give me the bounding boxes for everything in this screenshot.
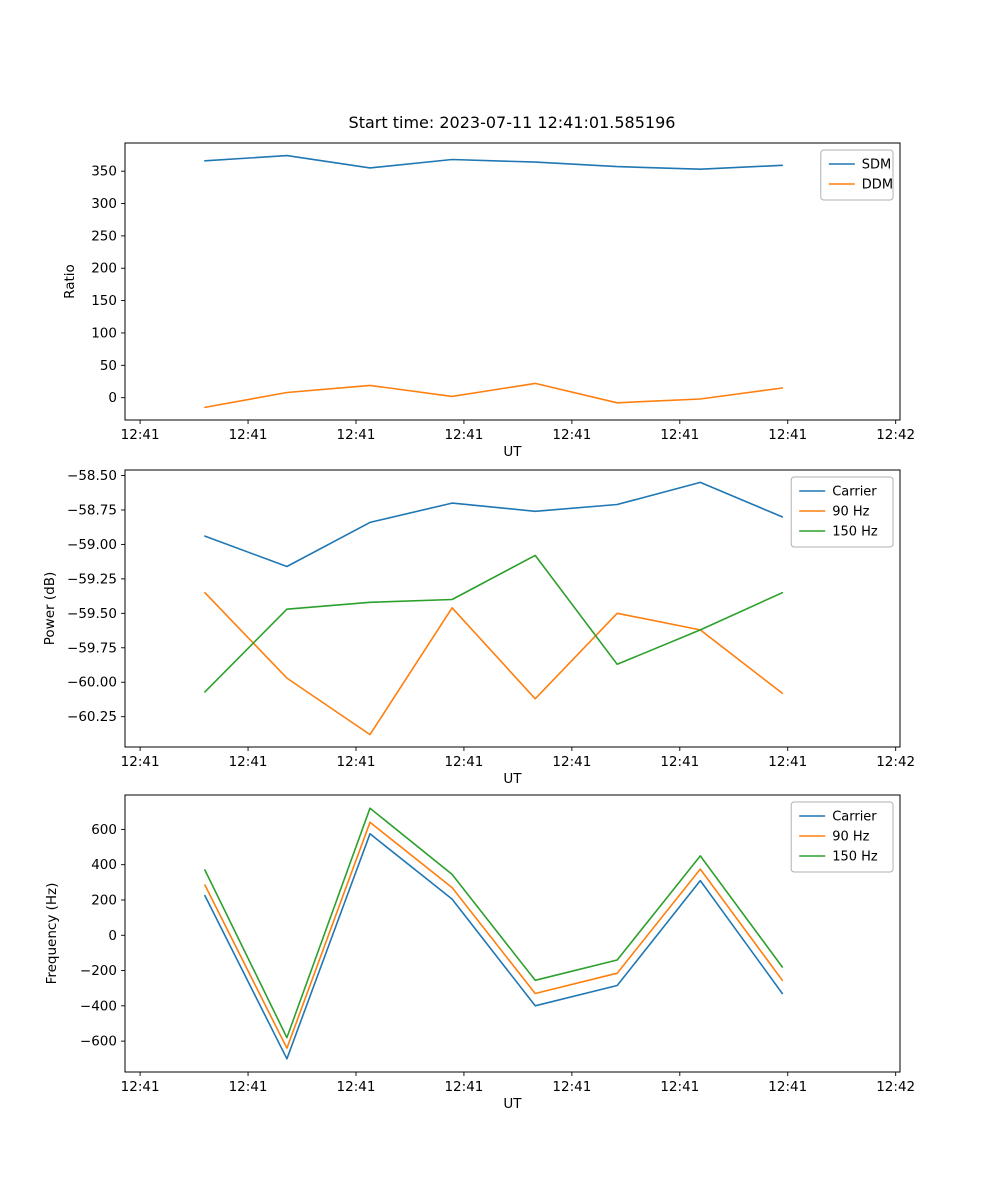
legend-box: [790, 801, 894, 873]
y-axis-title: Power (dB): [42, 572, 58, 645]
x-axis: 12:41 12:41 12:41 12:41 12:41 12:41 12:41 12:42: [121, 747, 915, 770]
y-tick-label: 400: [91, 857, 117, 873]
y-tick-label: 200: [91, 892, 117, 908]
y-tick-label: 0: [108, 928, 117, 944]
y-axis-title: Frequency (Hz): [44, 883, 60, 985]
series-line-90-hz: [204, 591, 784, 736]
x-axis-title: UT: [503, 444, 522, 460]
y-axis: −60.25 −60.00 −59.75 −59.50 −59.25 −59.00 −58.…: [67, 468, 125, 725]
x-tick-label: 12:41: [552, 1079, 591, 1095]
x-tick-label: 12:41: [552, 754, 591, 770]
legend-label: 90 Hz: [832, 830, 869, 845]
y-axis: 0 50 100 150 200 250 300 350: [91, 164, 125, 406]
x-tick-label: 12:41: [337, 427, 376, 443]
y-tick-label: 300: [91, 196, 117, 212]
legend: Carrier 90 Hz 150 Hz: [790, 801, 894, 873]
y-tick-label: −59.75: [67, 640, 117, 656]
x-axis-title: UT: [503, 771, 522, 787]
axes-border: [124, 794, 901, 1073]
series-lines: [204, 154, 784, 409]
y-tick-label: 50: [100, 358, 117, 374]
x-axis-title: UT: [503, 1096, 522, 1112]
legend-label: DDM: [862, 178, 893, 193]
y-tick-label: −200: [80, 963, 117, 979]
series-line-150-hz: [204, 554, 784, 693]
plot-area: [125, 470, 900, 747]
x-tick-label: 12:41: [229, 1079, 268, 1095]
legend-label: 150 Hz: [832, 525, 878, 540]
x-tick-label: 12:41: [660, 1079, 699, 1095]
y-tick-label: −60.25: [67, 709, 117, 725]
y-tick-label: −60.00: [67, 675, 117, 691]
y-tick-label: 100: [91, 325, 117, 341]
y-axis: −600 −400 −200 0 200 400 600: [80, 822, 125, 1050]
x-tick-label: 12:41: [229, 427, 268, 443]
x-tick-label: 12:41: [660, 754, 699, 770]
y-tick-label: −59.25: [67, 571, 117, 587]
y-tick-label: 0: [108, 390, 117, 406]
legend-label: 90 Hz: [832, 505, 869, 520]
y-tick-label: 250: [91, 228, 117, 244]
x-tick-label: 12:41: [121, 427, 160, 443]
x-tick-label: 12:41: [121, 1079, 160, 1095]
y-tick-label: 350: [91, 164, 117, 180]
series-line-sdm: [204, 154, 784, 170]
x-tick-label: 12:42: [876, 427, 915, 443]
x-tick-label: 12:41: [337, 1079, 376, 1095]
x-axis: 12:41 12:41 12:41 12:41 12:41 12:41 12:41 12:42: [121, 420, 915, 443]
x-tick-label: 12:41: [768, 427, 807, 443]
series-line-90-hz: [204, 821, 784, 1049]
legend-label: Carrier: [832, 810, 877, 825]
axes-border: [124, 469, 901, 748]
legend-label: Carrier: [832, 485, 877, 500]
legend-label: 150 Hz: [832, 850, 878, 865]
x-tick-label: 12:41: [768, 754, 807, 770]
legend: SDM DDM: [820, 149, 894, 201]
chart-power-plot: −60.25 −60.00 −59.75 −59.50 −59.25 −59.00 −58.…: [42, 468, 915, 787]
legend: Carrier 90 Hz 150 Hz: [790, 476, 894, 548]
x-tick-label: 12:41: [337, 754, 376, 770]
axes-border: [124, 142, 901, 421]
x-tick-label: 12:42: [876, 1079, 915, 1095]
plot-area: [125, 143, 900, 420]
series-line-carrier: [204, 832, 784, 1060]
y-axis-title: Ratio: [62, 264, 78, 299]
x-tick-label: 12:41: [552, 427, 591, 443]
legend-box: [820, 149, 894, 201]
y-tick-label: 600: [91, 822, 117, 838]
x-tick-label: 12:41: [768, 1079, 807, 1095]
legend-label: SDM: [862, 158, 891, 173]
x-tick-label: 12:42: [876, 754, 915, 770]
x-tick-label: 12:41: [444, 1079, 483, 1095]
y-tick-label: −59.00: [67, 537, 117, 553]
series-line-150-hz: [204, 807, 784, 1039]
legend-box: [790, 476, 894, 548]
x-tick-label: 12:41: [660, 427, 699, 443]
y-tick-label: −58.75: [67, 502, 117, 518]
y-tick-label: 150: [91, 293, 117, 309]
y-tick-label: −400: [80, 998, 117, 1014]
plot-area: [125, 795, 900, 1072]
series-lines: [204, 481, 784, 736]
y-tick-label: −59.50: [67, 606, 117, 622]
series-line-ddm: [204, 382, 784, 409]
series-lines: [204, 807, 784, 1060]
x-tick-label: 12:41: [444, 754, 483, 770]
y-tick-label: −58.50: [67, 468, 117, 484]
x-tick-label: 12:41: [229, 754, 268, 770]
figure-title: Start time: 2023-07-11 12:41:01.585196: [349, 113, 676, 132]
y-tick-label: 200: [91, 261, 117, 277]
series-line-carrier: [204, 481, 784, 568]
y-tick-label: −600: [80, 1034, 117, 1050]
x-tick-label: 12:41: [121, 754, 160, 770]
x-axis: 12:41 12:41 12:41 12:41 12:41 12:41 12:41 12:42: [121, 1072, 915, 1095]
x-tick-label: 12:41: [444, 427, 483, 443]
